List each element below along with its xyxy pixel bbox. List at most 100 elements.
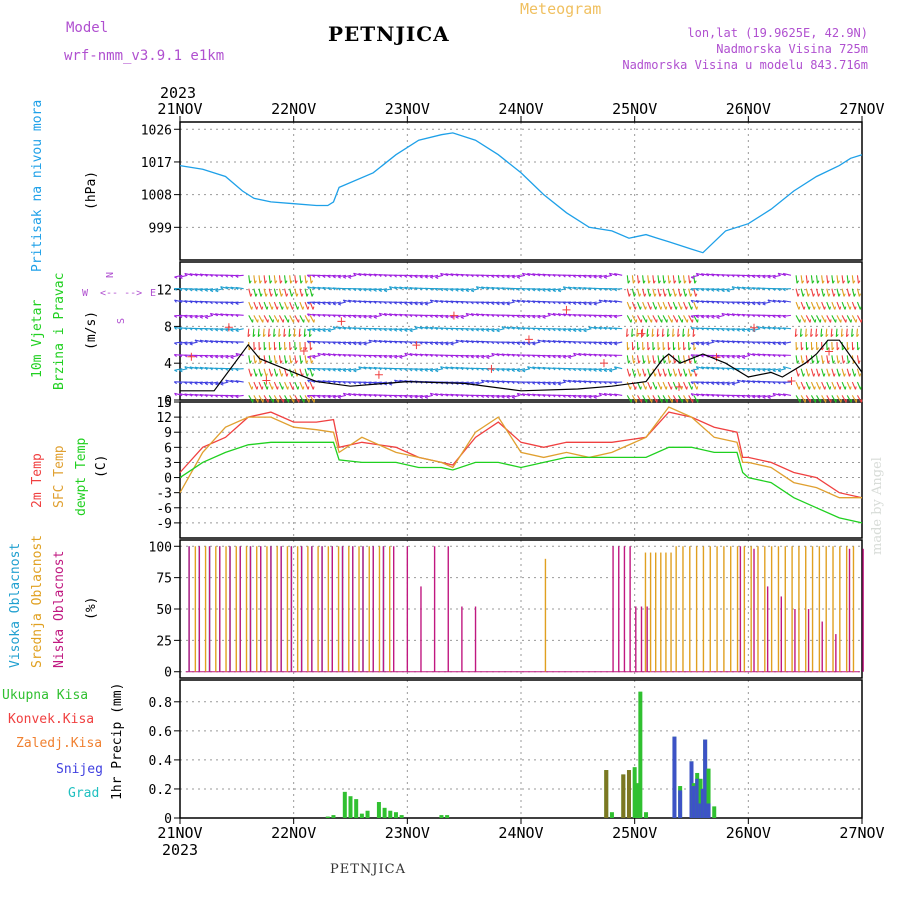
wind-barb xyxy=(693,301,698,310)
wind-barb xyxy=(373,354,382,357)
wind-barb xyxy=(836,381,841,390)
wind-barb-head xyxy=(414,353,418,357)
wind-barb xyxy=(253,355,256,364)
wind-barb-head xyxy=(214,274,218,278)
wind-barb-head xyxy=(613,393,617,397)
wind-barb-head xyxy=(419,276,423,279)
wind-barb xyxy=(711,381,720,384)
wind-barb xyxy=(767,274,776,278)
wind-barb xyxy=(800,301,805,310)
wind-barb-head xyxy=(460,301,464,304)
wind-barb-head xyxy=(797,293,800,297)
wind-barb xyxy=(573,394,582,397)
wind-barb xyxy=(348,314,357,317)
wind-barb-head xyxy=(285,280,288,284)
wind-barb xyxy=(652,395,658,403)
wind-barb-head xyxy=(264,280,268,284)
wind-barb-head xyxy=(547,394,551,398)
wind-barb xyxy=(693,315,699,323)
pressure-ytick-label: 1026 xyxy=(141,123,172,138)
wind-barb xyxy=(667,355,670,364)
wind-barb-head xyxy=(266,386,269,390)
wind-barb xyxy=(299,288,303,297)
wind-barb-head xyxy=(327,314,331,318)
wind-barb-head xyxy=(690,306,693,310)
wind-barb-head xyxy=(450,300,454,304)
wind-barb xyxy=(831,301,836,310)
wind-barb xyxy=(358,341,367,345)
wind-gust-mark xyxy=(412,341,421,350)
wind-barb-head xyxy=(552,313,556,317)
wind-barb xyxy=(283,328,286,337)
wind-barb xyxy=(851,315,857,323)
wind-barb-head xyxy=(731,286,735,290)
wind-barb-head xyxy=(762,314,766,318)
wind-barb xyxy=(568,328,577,331)
wind-barb-head xyxy=(251,306,253,310)
wind-barb-head xyxy=(673,347,676,351)
wind-barb-head xyxy=(552,289,556,293)
wind-barb-head xyxy=(772,393,776,397)
wind-barb-head xyxy=(184,288,188,292)
wind-barb xyxy=(248,355,251,364)
wind-barb-head xyxy=(741,341,745,344)
wind-barb xyxy=(578,301,587,304)
wind-barb-head xyxy=(802,293,805,297)
wind-barb xyxy=(299,301,304,310)
wind-barb xyxy=(826,301,831,310)
wind-barb xyxy=(368,288,377,291)
wind-barb-head xyxy=(542,273,546,277)
wind-barb-head xyxy=(808,386,811,390)
wind-barb xyxy=(268,288,272,297)
wind-barb-head xyxy=(608,381,612,385)
wind-barb xyxy=(836,288,840,297)
wind-barb-head xyxy=(284,347,288,351)
wind-barb-head xyxy=(424,369,428,372)
wind-barb-head xyxy=(801,280,805,284)
wind-barb-head xyxy=(831,347,835,351)
wind-barb xyxy=(677,368,682,377)
wind-barb-head xyxy=(317,341,321,345)
wind-barb xyxy=(248,301,253,310)
wind-barb-head xyxy=(199,366,203,370)
wind-barb xyxy=(637,395,642,403)
wind-barb-head xyxy=(373,367,377,371)
wind-barb-head xyxy=(746,314,750,318)
wind-barb-head xyxy=(389,383,393,386)
wind-barb xyxy=(252,328,255,337)
wind-barb-head xyxy=(342,369,347,373)
wind-barb xyxy=(841,355,844,364)
wind-barb-head xyxy=(214,313,218,317)
wind-barb-head xyxy=(818,373,821,377)
wind-barb-head xyxy=(450,343,454,346)
wind-barb-head xyxy=(672,334,676,338)
wind-barb-head xyxy=(526,381,530,385)
wind-barb-head xyxy=(511,326,515,330)
wind-barb-head xyxy=(752,396,756,399)
wind-barb-head xyxy=(225,379,228,383)
wind-barb-head xyxy=(271,386,274,390)
altitude-info: Nadmorska Visina 725m xyxy=(716,42,868,56)
wind-barb-head xyxy=(496,396,500,399)
wind-barb-head xyxy=(337,396,342,399)
wind-barb xyxy=(856,288,860,297)
wind-barb-head xyxy=(317,275,321,278)
wind-barb-head xyxy=(439,288,444,292)
precip-ytick-label: 0.6 xyxy=(149,725,172,740)
wind-barb xyxy=(672,395,678,403)
wind-barb-head xyxy=(501,396,505,399)
wind-barb-head xyxy=(353,315,357,319)
wind-barb-head xyxy=(562,368,566,371)
wind-barb-head xyxy=(836,347,840,351)
wind-barb-head xyxy=(695,300,699,304)
wind-barb xyxy=(677,301,682,310)
wind-barb xyxy=(683,301,687,310)
precip-snow-bar xyxy=(695,778,700,818)
wind-barb xyxy=(672,288,676,297)
wind-barb xyxy=(757,274,766,277)
wind-barb-head xyxy=(486,395,490,399)
precip-snow-bar xyxy=(706,803,711,818)
wind-barb-head xyxy=(342,326,346,330)
wind-barb xyxy=(636,328,639,337)
wind-barb xyxy=(682,275,686,284)
